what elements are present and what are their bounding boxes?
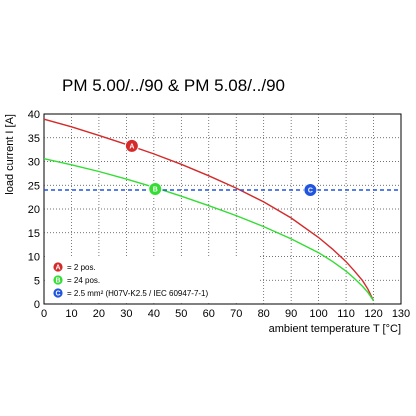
y-tick-label: 20	[28, 204, 40, 216]
marker-label-b: B	[153, 187, 158, 194]
marker-b	[148, 182, 163, 197]
legend-marker-c	[52, 287, 64, 299]
y-tick-label: 35	[28, 133, 40, 145]
legend-text-c: = 2.5 mm² (H07V-K2.5 / IEC 60947-7-1)	[67, 289, 209, 298]
legend-marker-label-a: A	[55, 264, 60, 271]
legend-marker-a	[52, 261, 64, 273]
legend-marker-label-b: B	[55, 277, 60, 284]
x-tick-label: 120	[364, 308, 382, 320]
y-tick-label: 0	[34, 299, 40, 311]
series-line-b	[43, 158, 375, 302]
x-tick-label: 80	[258, 308, 270, 320]
x-tick-label: 0	[41, 308, 47, 320]
x-tick-label: 50	[175, 308, 187, 320]
legend-box	[46, 256, 260, 302]
chart-title: PM 5.00/../90 & PM 5.08/../90	[62, 76, 286, 95]
x-tick-label: 10	[65, 308, 77, 320]
y-tick-label: 15	[28, 228, 40, 240]
legend-text-b: = 24 pos.	[67, 276, 100, 285]
y-tick-label: 40	[28, 109, 40, 121]
series-line-a	[43, 118, 375, 302]
y-tick-label: 10	[28, 252, 40, 264]
y-axis-label: load current I [A]	[4, 114, 16, 195]
x-tick-label: 20	[93, 308, 105, 320]
marker-c	[303, 183, 318, 197]
x-tick-label: 100	[309, 308, 327, 320]
legend-text-a: = 2 pos.	[67, 263, 96, 272]
marker-label-c: C	[308, 188, 313, 195]
x-tick-label: 70	[230, 308, 242, 320]
marker-a	[124, 138, 139, 153]
legend-marker-b	[52, 274, 64, 286]
marker-label-a: A	[129, 143, 134, 150]
x-tick-label: 60	[203, 308, 215, 320]
x-tick-label: 130	[392, 308, 410, 320]
x-axis-label: ambient temperature T [°C]	[269, 323, 401, 335]
x-tick-label: 90	[285, 308, 297, 320]
x-tick-label: 40	[148, 308, 160, 320]
legend-marker-label-c: C	[55, 290, 60, 297]
y-tick-label: 30	[28, 157, 40, 169]
x-tick-label: 30	[120, 308, 132, 320]
y-tick-label: 25	[28, 180, 40, 192]
x-tick-label: 110	[337, 308, 355, 320]
y-tick-label: 5	[34, 275, 40, 287]
